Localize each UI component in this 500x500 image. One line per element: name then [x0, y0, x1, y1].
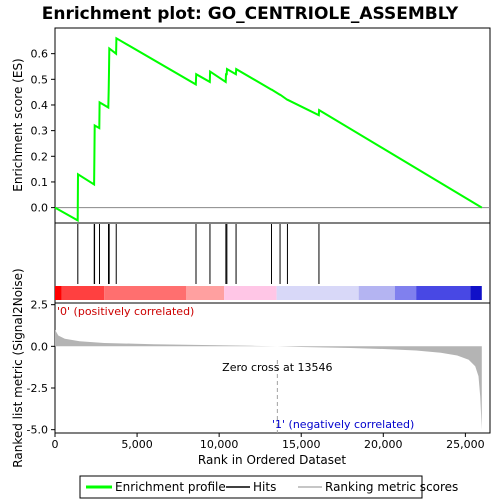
heatmap-segment	[224, 286, 277, 300]
es-y-tick-label: 0.2	[31, 150, 49, 163]
es-y-tick-label: 0.0	[31, 202, 49, 215]
es-y-tick-label: 0.3	[31, 125, 49, 138]
ranked-list-panel: 2.5 0.0 -2.5 -5.0 Zero cross at 13546 '0' (…	[11, 268, 491, 468]
heatmap-segment	[394, 286, 417, 300]
rank-y-axis: 2.5 0.0 -2.5 -5.0	[27, 299, 55, 437]
enrichment-profile-line	[54, 36, 483, 223]
rank-y-tick-label: -5.0	[27, 424, 48, 437]
positive-correlated-label: '0' (positively correlated)	[57, 305, 194, 318]
rank-y-tick-label: -2.5	[27, 382, 48, 395]
es-y-axis-label: Enrichment score (ES)	[11, 58, 25, 191]
x-tick-label: 10,000	[200, 438, 239, 451]
heatmap-segment	[104, 286, 187, 300]
x-axis-label: Rank in Ordered Dataset	[198, 453, 346, 467]
heatmap-segment	[358, 286, 395, 300]
zero-cross-label: Zero cross at 13546	[222, 361, 332, 374]
x-axis: 0 5,000 10,000 15,000 20,000 25,000	[52, 433, 485, 451]
enrichment-panel: 0.0 0.1 0.2 0.3 0.4 0.5 0.6 Enrichment score (…	[11, 27, 491, 224]
rank-y-tick-label: 0.0	[31, 340, 49, 353]
heatmap-segment	[61, 286, 105, 300]
heatmap-segment	[416, 286, 471, 300]
negative-correlated-label: '1' (negatively correlated)	[272, 418, 414, 431]
es-y-tick-label: 0.1	[31, 176, 49, 189]
es-y-tick-label: 0.6	[31, 48, 49, 61]
x-tick-label: 25,000	[446, 438, 485, 451]
heatmap-segment	[55, 286, 62, 300]
legend-enrichment-label: Enrichment profile	[115, 480, 226, 494]
x-tick-label: 5,000	[121, 438, 153, 451]
x-tick-label: 20,000	[364, 438, 403, 451]
hits-panel	[54, 222, 491, 304]
legend: Enrichment profile Hits Ranking metric s…	[79, 475, 458, 499]
x-tick-label: 15,000	[282, 438, 321, 451]
rank-y-axis-label: Ranked list metric (Signal2Noise)	[11, 268, 25, 467]
es-y-tick-label: 0.4	[31, 99, 49, 112]
heatmap-segment	[186, 286, 225, 300]
heatmap-segment	[276, 286, 359, 300]
legend-hits-label: Hits	[253, 480, 276, 494]
hit-markers	[77, 224, 320, 284]
es-y-tick-label: 0.5	[31, 73, 49, 86]
rank-y-tick-label: 2.5	[31, 299, 49, 312]
x-tick-label: 0	[52, 438, 59, 451]
legend-ranking-label: Ranking metric scores	[325, 480, 458, 494]
es-y-axis: 0.0 0.1 0.2 0.3 0.4 0.5 0.6	[31, 48, 55, 215]
ranking-heatmap-band	[55, 286, 482, 300]
heatmap-segment	[470, 286, 482, 300]
chart-title: Enrichment plot: GO_CENTRIOLE_ASSEMBLY	[42, 4, 459, 24]
